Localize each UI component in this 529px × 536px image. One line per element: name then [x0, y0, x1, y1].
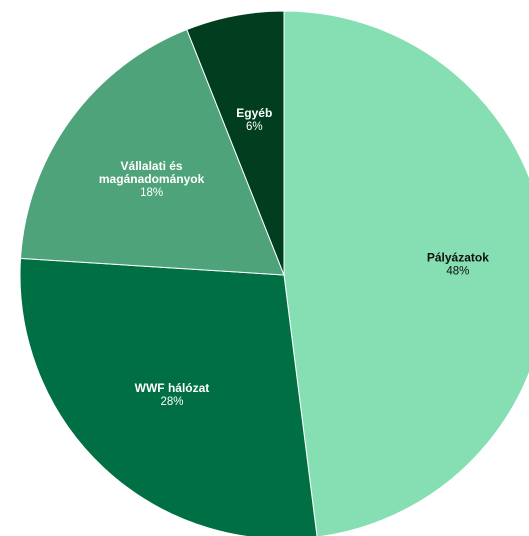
- slice-value-label: 28%: [160, 396, 183, 408]
- slice-label-text: WWF hálózat: [135, 381, 210, 395]
- slice-value-label: 18%: [140, 187, 163, 199]
- pie-slice-vallalati-es-maganadomanyok: [19, 28, 285, 276]
- pie-slices: [19, 10, 529, 536]
- slice-label-palyazatok: Pályázatok 48%: [427, 251, 489, 278]
- slice-label-egyeb: Egyéb 6%: [236, 106, 272, 133]
- slice-label-vallalati-es-maganadomanyok: Vállalati és magánadományok 18%: [99, 159, 205, 199]
- pie-slice-egyeb: [186, 10, 285, 276]
- slice-label-text: Vállalati és: [121, 159, 183, 173]
- slice-value-label: 48%: [446, 266, 469, 278]
- slice-value-label: 6%: [246, 121, 263, 133]
- slice-label-text: Egyéb: [236, 106, 272, 120]
- slice-label-wwf-halozat: WWF hálózat 28%: [135, 381, 210, 408]
- slice-label-text: Pályázatok: [427, 251, 489, 265]
- pie-slice-wwf-halozat: [19, 257, 318, 536]
- pie-slice-palyazatok: [283, 10, 529, 536]
- pie-labels: Pályázatok 48% WWF hálózat 28% Vállalati és m…: [99, 106, 489, 408]
- slice-label-text: magánadományok: [99, 172, 205, 186]
